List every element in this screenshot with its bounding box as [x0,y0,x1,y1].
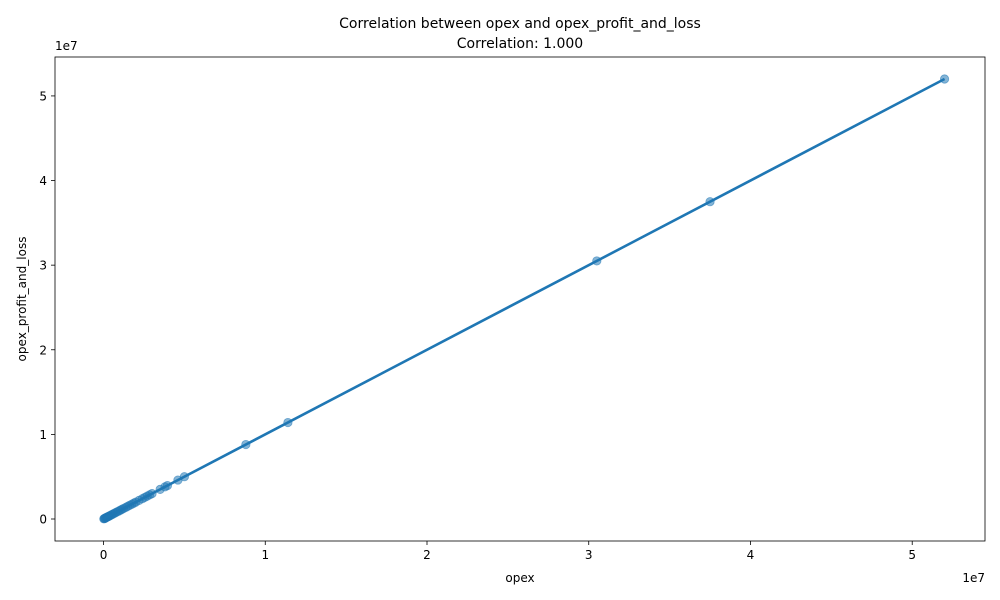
x-axis-offset-label: 1e7 [962,571,985,585]
y-axis-offset-label: 1e7 [55,39,78,53]
x-tick-label: 0 [100,548,108,562]
y-tick-label: 1 [39,428,47,442]
fit-line-layer [102,77,946,521]
x-tick-label: 3 [585,548,593,562]
y-tick-label: 5 [39,89,47,103]
plot-frame [54,56,986,542]
chart-title: Correlation between opex and opex_profit… [339,16,701,32]
y-tick-label: 4 [39,174,47,188]
x-tick-label: 1 [261,548,269,562]
x-tick-label: 5 [908,548,916,562]
regression-line [102,77,946,521]
chart-subtitle: Correlation: 1.000 [457,36,583,52]
y-tick-label: 0 [39,513,47,527]
y-tick-label: 2 [39,343,47,357]
x-tick-label: 2 [423,548,431,562]
y-axis-ticks: 0 1 2 3 4 5 [39,89,55,527]
plot-area [54,56,986,542]
y-tick-label: 3 [39,259,47,273]
x-tick-label: 4 [747,548,755,562]
x-axis-label: opex [505,571,534,585]
y-axis-label: opex_profit_and_loss [15,237,29,362]
x-axis-ticks: 0 1 2 3 4 5 [100,541,916,562]
